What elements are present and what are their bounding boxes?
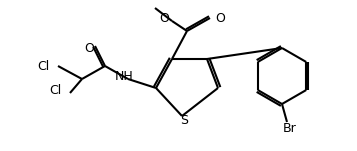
Text: O: O bbox=[84, 42, 94, 56]
Text: Cl: Cl bbox=[38, 59, 50, 72]
Text: Br: Br bbox=[283, 122, 297, 135]
Text: S: S bbox=[180, 114, 188, 127]
Text: O: O bbox=[215, 11, 225, 24]
Text: O: O bbox=[159, 11, 169, 24]
Text: Cl: Cl bbox=[50, 85, 62, 98]
Text: NH: NH bbox=[115, 69, 134, 82]
